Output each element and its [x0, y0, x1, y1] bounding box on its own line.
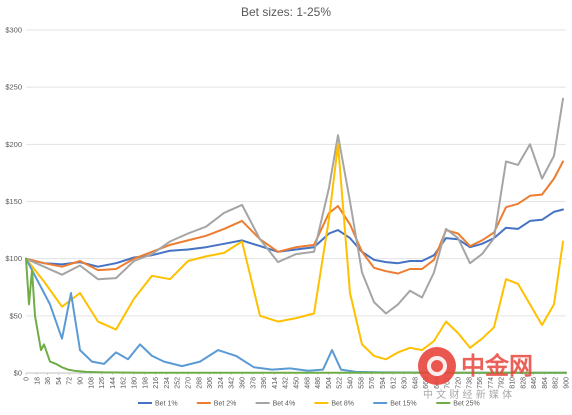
- x-tick-label: 504: [326, 377, 333, 389]
- x-tick-label: 432: [283, 377, 290, 389]
- x-tick-label: 378: [250, 377, 257, 389]
- x-tick-label: 702: [445, 377, 452, 389]
- watermark-main-text: 中金网: [461, 352, 533, 380]
- gridlines: [26, 29, 566, 374]
- x-tick-label: 162: [121, 377, 128, 389]
- x-tick-label: 828: [520, 377, 527, 389]
- legend: Bet 1% Bet 2% Bet 4% Bet 8% Bet 15% Bet 25%: [138, 401, 480, 408]
- legend-label: Bet 8%: [331, 401, 354, 408]
- x-tick-label: 18: [34, 377, 41, 385]
- x-tick-label: 900: [564, 377, 571, 389]
- legend-label: Bet 15%: [390, 401, 416, 408]
- x-axis: 0 18 36 54 72 90 108 126 144 162 180 198 216 234 252 27…: [24, 373, 571, 389]
- x-tick-label: 720: [456, 377, 463, 389]
- x-tick-label: 576: [369, 377, 376, 389]
- legend-label: Bet 2%: [214, 401, 237, 408]
- series-line-6: [25, 257, 567, 374]
- legend-label: Bet 25%: [453, 401, 479, 408]
- x-tick-label: 90: [78, 377, 85, 385]
- x-tick-label: 126: [99, 377, 106, 389]
- x-tick-label: 594: [380, 377, 387, 389]
- x-tick-label: 756: [477, 377, 484, 389]
- x-tick-label: 846: [531, 377, 538, 389]
- x-tick-label: 522: [337, 377, 344, 389]
- x-tick-label: 288: [196, 377, 203, 389]
- x-tick-label: 468: [304, 377, 311, 389]
- x-tick-label: 486: [315, 377, 322, 389]
- x-tick-label: 270: [186, 377, 193, 389]
- x-tick-label: 234: [164, 377, 171, 389]
- x-tick-label: 864: [542, 377, 549, 389]
- y-tick-label: $300: [5, 26, 22, 35]
- x-tick-label: 396: [261, 377, 268, 389]
- series-line-5: [25, 257, 567, 374]
- y-tick-label: $200: [5, 140, 22, 149]
- x-tick-label: 144: [110, 377, 117, 389]
- x-tick-label: 72: [67, 377, 74, 385]
- x-tick-label: 414: [272, 377, 279, 389]
- x-tick-label: 630: [402, 377, 409, 389]
- x-tick-label: 882: [553, 377, 560, 389]
- watermark-circle-icon: [418, 347, 456, 385]
- x-tick-label: 558: [358, 377, 365, 389]
- legend-label: Bet 4%: [273, 401, 296, 408]
- legend-label: Bet 1%: [155, 401, 178, 408]
- x-tick-label: 252: [175, 377, 182, 389]
- x-tick-label: 54: [56, 377, 63, 385]
- x-tick-label: 774: [488, 377, 495, 389]
- chart-title: Bet sizes: 1-25%: [241, 5, 331, 19]
- series-line-4: [25, 143, 564, 361]
- x-tick-label: 180: [132, 377, 139, 389]
- x-tick-label: 810: [510, 377, 517, 389]
- x-tick-label: 738: [466, 377, 473, 389]
- series-line-2: [25, 160, 564, 275]
- x-tick-label: 450: [294, 377, 301, 389]
- y-tick-label: $0: [14, 369, 22, 378]
- x-tick-label: 216: [153, 377, 160, 389]
- y-tick-label: $250: [5, 83, 22, 92]
- x-tick-label: 360: [240, 377, 247, 389]
- x-tick-label: 342: [229, 377, 236, 389]
- x-tick-label: 0: [24, 377, 31, 381]
- y-tick-label: $50: [9, 311, 22, 320]
- watermark-sub-text: 中 文 财 经 新 媒 体: [423, 388, 512, 401]
- x-tick-label: 792: [499, 377, 506, 389]
- x-tick-label: 306: [207, 377, 214, 389]
- x-tick-label: 324: [218, 377, 225, 389]
- series-lines: [25, 97, 567, 374]
- x-tick-label: 612: [391, 377, 398, 389]
- watermark-logo: 中金网 中 文 财 经 新 媒 体: [418, 347, 533, 401]
- x-tick-label: 540: [348, 377, 355, 389]
- x-tick-label: 666: [423, 377, 430, 389]
- watermark-swirl-icon: [427, 356, 447, 376]
- y-tick-label: $150: [5, 197, 22, 206]
- y-axis: $0 $50 $100 $150 $200 $250 $300: [5, 26, 22, 378]
- x-tick-label: 36: [45, 377, 52, 385]
- y-tick-label: $100: [5, 254, 22, 263]
- x-tick-label: 648: [412, 377, 419, 389]
- series-line-3: [25, 97, 564, 315]
- x-tick-label: 108: [88, 377, 95, 389]
- series-line-1: [25, 208, 564, 268]
- x-tick-label: 198: [142, 377, 149, 389]
